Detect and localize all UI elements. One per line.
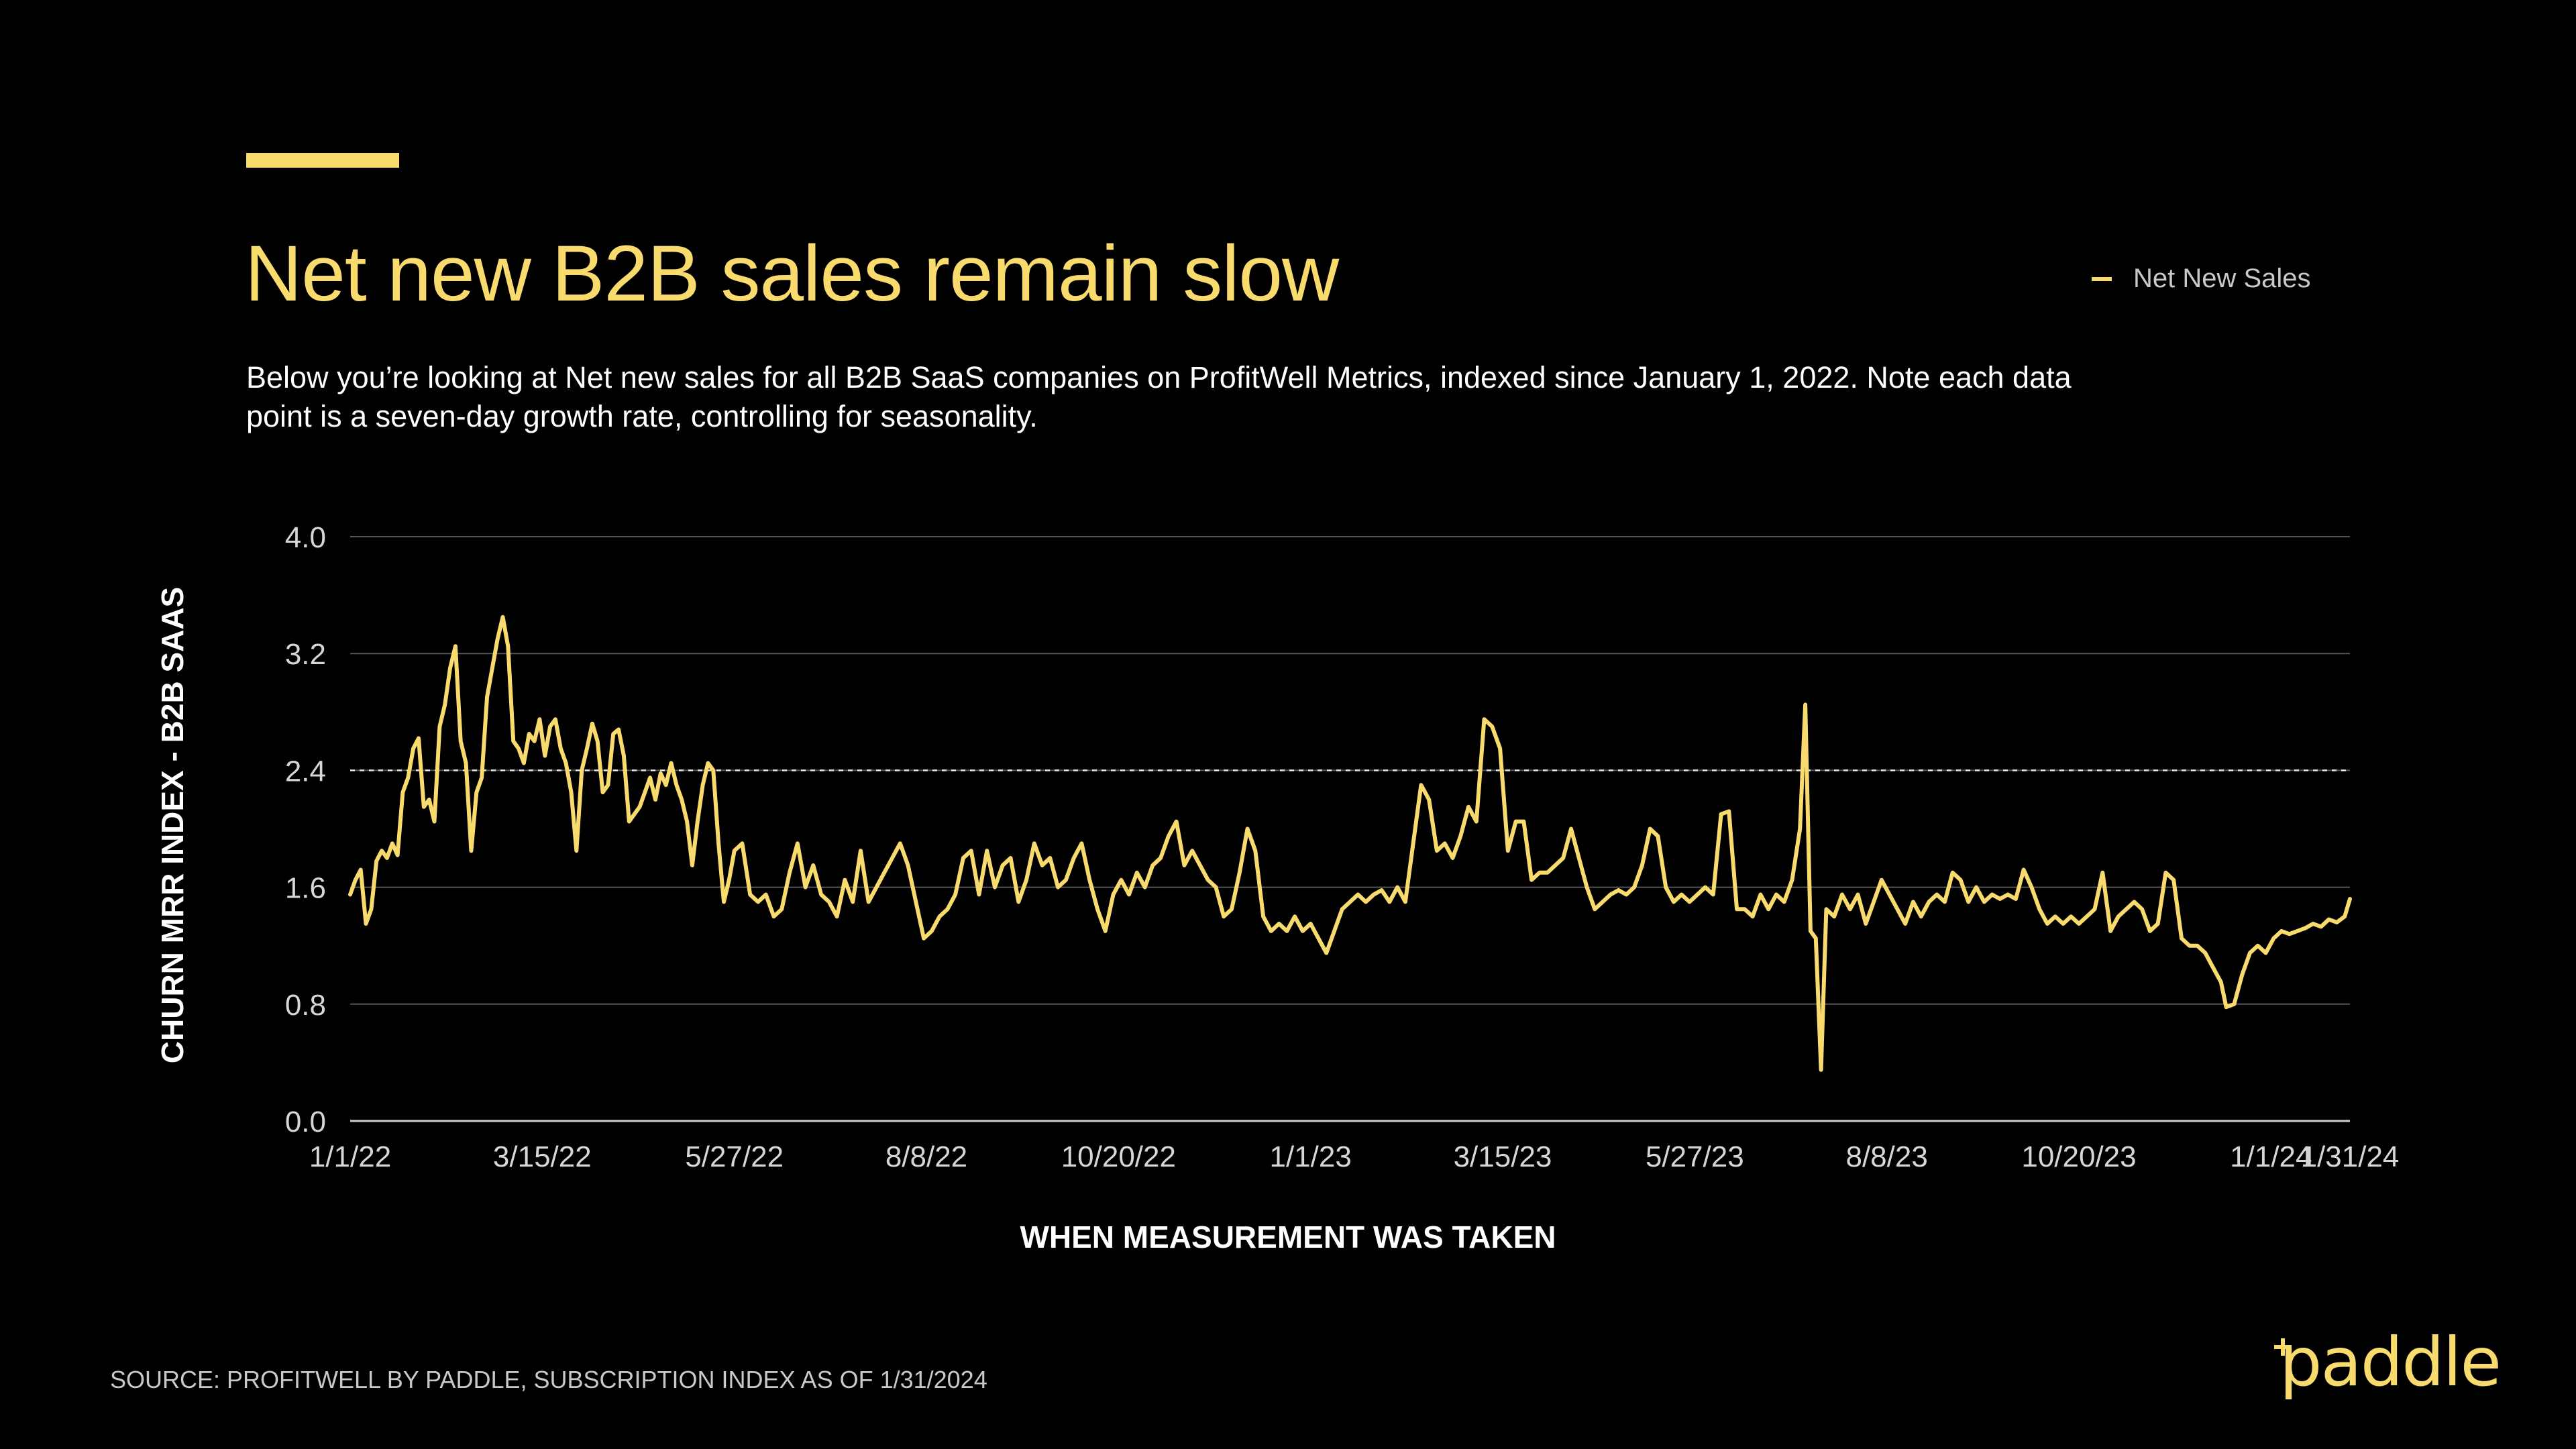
y-tick-label: 2.4 (285, 755, 326, 788)
x-tick-label: 5/27/23 (1646, 1140, 1744, 1173)
x-tick-label: 10/20/23 (2021, 1140, 2136, 1173)
page-title: Net new B2B sales remain slow (245, 229, 1339, 318)
page-subtitle: Below you’re looking at Net new sales fo… (246, 360, 2072, 433)
y-tick-labels: 0.0 0.8 1.6 2.4 3.2 4.0 (285, 521, 326, 1138)
chart-series (348, 614, 2352, 1072)
x-tick-label: 1/31/24 (2301, 1140, 2400, 1173)
source-note: SOURCE: PROFITWELL BY PADDLE, SUBSCRIPTI… (110, 1366, 987, 1393)
x-tick-label: 1/1/24 (2230, 1140, 2312, 1173)
x-tick-labels: 1/1/22 3/15/22 5/27/22 8/8/22 10/20/22 1/1/23… (309, 1140, 2400, 1173)
paddle-logo-text: paddle (2279, 1332, 2500, 1401)
paddle-logo: paddle (2274, 1332, 2502, 1401)
y-tick-label: 3.2 (285, 638, 326, 671)
series-line-net-new-sales (348, 614, 2352, 1072)
x-tick-label: 5/27/22 (685, 1140, 784, 1173)
y-tick-label: 0.0 (285, 1106, 326, 1138)
x-tick-label: 1/1/23 (1269, 1140, 1351, 1173)
x-tick-label: 10/20/22 (1061, 1140, 1176, 1173)
paddle-logo-mark (2274, 1338, 2292, 1356)
chart-gridlines (350, 536, 2350, 1122)
x-tick-label: 3/15/22 (493, 1140, 592, 1173)
x-tick-label: 8/8/22 (885, 1140, 967, 1173)
y-tick-label: 1.6 (285, 872, 326, 905)
legend-swatch-net-new-sales (2092, 276, 2112, 281)
y-axis-label: CHURN MRR INDEX - B2B SAAS (155, 586, 190, 1064)
x-axis-label: WHEN MEASUREMENT WAS TAKEN (1020, 1220, 1556, 1254)
y-tick-label: 4.0 (285, 521, 326, 554)
chart-legend: Net New Sales (2092, 264, 2311, 294)
legend-label-net-new-sales: Net New Sales (2133, 264, 2311, 293)
x-tick-label: 8/8/23 (1845, 1140, 1927, 1173)
x-tick-label: 3/15/23 (1454, 1140, 1552, 1173)
y-tick-label: 0.8 (285, 989, 326, 1022)
title-accent-bar (246, 153, 399, 168)
x-tick-label: 1/1/22 (309, 1140, 391, 1173)
